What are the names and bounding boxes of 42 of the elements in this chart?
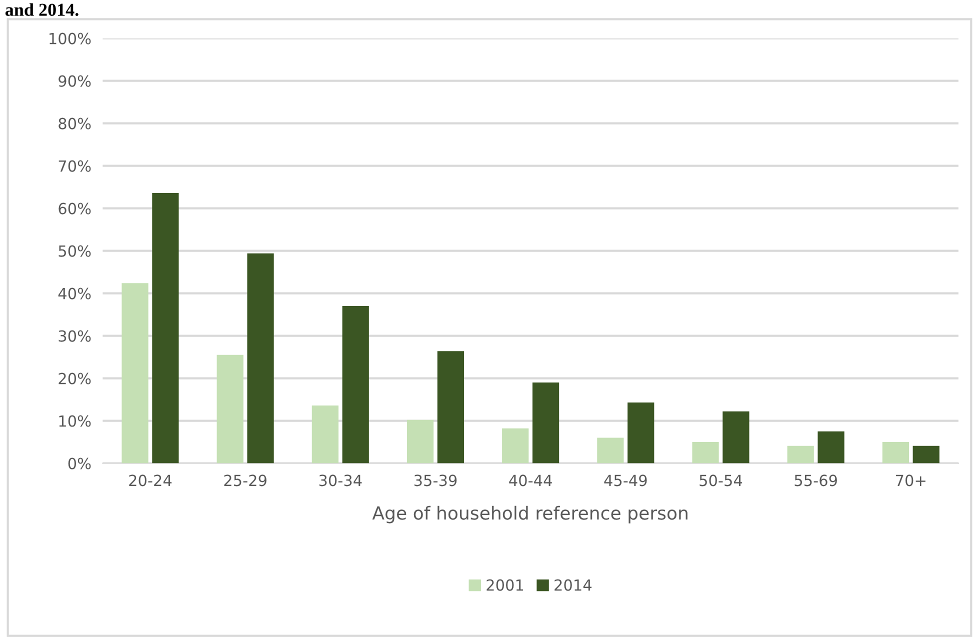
bar [437,351,464,464]
bar [882,442,909,464]
bar [787,446,814,464]
x-tick-label: 25-29 [224,474,266,486]
bar [502,428,529,464]
x-tick-label: 40-44 [509,474,552,486]
y-tick-label: 80% [58,118,91,130]
bar [628,402,654,464]
bar [406,420,434,464]
bar [312,405,338,464]
legend-label: 2001 [486,579,524,591]
y-tick-label: 30% [58,330,91,342]
y-tick-label: 60% [58,202,91,214]
x-tick-label: 20-24 [129,474,172,486]
x-tick-label: 45-49 [604,474,647,486]
bar [597,438,624,464]
y-tick-label: 10% [59,415,91,427]
y-tick-label: 40% [58,288,91,300]
x-tick-label: 50-54 [700,474,742,486]
x-tick-label: 30-34 [319,474,362,486]
x-tick-label: 35-39 [414,474,457,486]
x-tick-label: 70+ [896,474,926,486]
bar [152,193,179,464]
y-tick-label: 20% [58,372,91,384]
x-tick-label: 55-69 [794,474,837,486]
chart-title: and 2014. [5,3,78,16]
bar [342,306,369,464]
legend-label: 2014 [554,579,592,591]
y-tick-label: 0% [68,458,91,470]
bar [818,431,844,464]
y-tick-label: 70% [58,160,91,172]
y-tick-label: 100% [50,32,91,44]
bar [216,354,244,464]
bar [722,411,750,464]
bar [247,253,274,464]
x-axis-title: Age of household reference person [372,506,688,524]
bar [912,446,940,464]
bar [532,382,560,464]
bar [692,442,719,464]
y-tick-label: 50% [58,245,91,257]
bar [122,283,148,464]
y-tick-label: 90% [58,75,91,87]
